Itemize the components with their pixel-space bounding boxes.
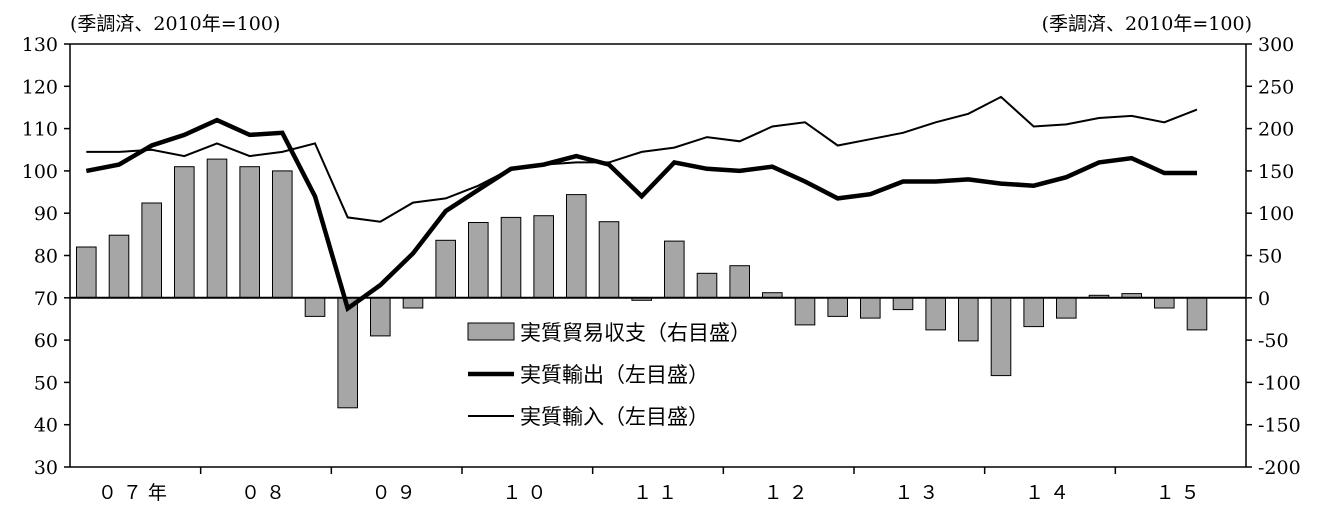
bar — [272, 170, 293, 299]
left-unit-label: (季調済、2010年=100) — [70, 13, 280, 35]
bar — [566, 194, 587, 299]
bar — [239, 166, 260, 299]
legend-label: 実質輸入（左目盛） — [520, 405, 709, 429]
bar — [827, 297, 849, 317]
bar — [174, 166, 195, 299]
right-tick-label: 250 — [1258, 76, 1294, 98]
axes: 30 40 50 60 70 80 90 100 110 120 130 -200 -150 -100 -5… — [22, 34, 1301, 504]
x-year-label: ０９ — [372, 482, 422, 504]
bar — [1056, 297, 1077, 319]
left-tick-label: 40 — [34, 415, 58, 437]
x-year-label: １０ — [502, 482, 552, 504]
bar — [860, 297, 881, 319]
bar — [598, 221, 620, 299]
bar — [402, 297, 424, 309]
bar — [370, 297, 391, 337]
left-tick-label: 80 — [34, 246, 58, 268]
left-tick-label: 30 — [34, 457, 58, 479]
bar — [337, 297, 358, 409]
bar — [533, 215, 555, 299]
bar — [76, 246, 97, 299]
left-tick-label: 110 — [22, 119, 58, 141]
legend-label: 実質輸出（左目盛） — [520, 363, 709, 387]
right-tick-label: -100 — [1258, 372, 1301, 394]
legend-swatch — [467, 322, 515, 341]
x-year-label: １２ — [764, 482, 814, 504]
right-tick-label: -150 — [1258, 415, 1301, 437]
right-tick-label: -50 — [1258, 330, 1289, 352]
x-year-label: １３ — [894, 482, 944, 504]
bar — [729, 265, 751, 299]
right-tick-label: 200 — [1258, 119, 1294, 141]
bar — [1154, 297, 1175, 309]
left-tick-label: 70 — [34, 288, 58, 310]
bar — [664, 240, 685, 299]
trade-balance-bars — [76, 158, 1208, 409]
left-tick-label: 130 — [22, 34, 58, 56]
right-tick-label: -200 — [1258, 457, 1301, 479]
bar — [108, 234, 130, 299]
bar — [468, 222, 489, 299]
left-tick-label: 120 — [22, 76, 58, 98]
right-tick-label: 50 — [1258, 246, 1282, 268]
x-year-label: ０７年 — [98, 482, 173, 504]
bar — [500, 216, 522, 299]
x-year-label: １１ — [633, 482, 683, 504]
bar — [794, 297, 816, 326]
bar — [892, 297, 914, 311]
bar — [1023, 297, 1045, 328]
x-year-label: １５ — [1156, 482, 1206, 504]
left-tick-label: 90 — [34, 203, 58, 225]
bar — [696, 272, 718, 299]
legend-label: 実質貿易収支（右目盛） — [520, 321, 751, 345]
left-tick-label: 60 — [34, 330, 58, 352]
bar — [435, 239, 456, 299]
bar — [304, 297, 326, 317]
x-year-label: １４ — [1025, 482, 1075, 504]
right-unit-label: (季調済、2010年=100) — [1042, 13, 1252, 35]
legend: 実質貿易収支（右目盛） 実質輸出（左目盛） 実質輸入（左目盛） — [467, 321, 751, 429]
right-tick-label: 150 — [1258, 161, 1294, 183]
series-line — [85, 117, 1197, 313]
bar — [958, 297, 979, 342]
x-year-label: ０８ — [241, 482, 291, 504]
bar — [990, 297, 1012, 377]
left-tick-label: 100 — [22, 161, 58, 183]
right-tick-label: 0 — [1258, 288, 1270, 310]
right-tick-label: 300 — [1258, 34, 1294, 56]
bar — [925, 297, 947, 331]
bar — [1186, 297, 1208, 331]
left-tick-label: 50 — [34, 372, 58, 394]
bar — [141, 202, 162, 299]
bar — [206, 158, 228, 299]
series-line — [86, 95, 1198, 223]
series-lines — [85, 95, 1198, 313]
right-tick-label: 100 — [1258, 203, 1294, 225]
